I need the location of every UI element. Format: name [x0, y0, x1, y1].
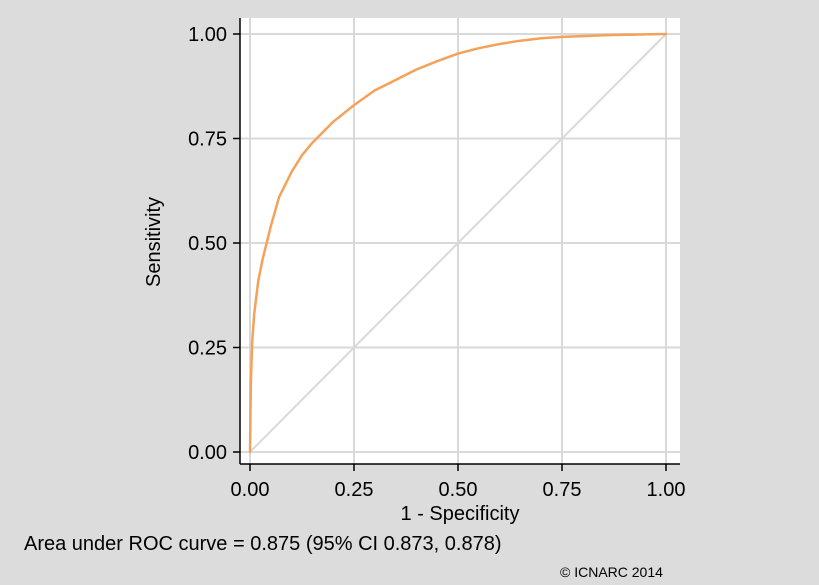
copyright-text: © ICNARC 2014	[560, 564, 663, 580]
y-axis-title: Sensitivity	[143, 197, 165, 287]
reference-diagonal-line	[249, 33, 667, 453]
x-tick-label: 0.50	[439, 479, 478, 501]
y-tick-label: 0.00	[188, 442, 227, 464]
y-tick-label: 0.75	[188, 129, 227, 151]
y-tick-label: 0.50	[188, 233, 227, 255]
x-axis-title: 1 - Specificity	[401, 503, 520, 525]
roc-curve-line	[248, 32, 668, 454]
x-tick-label: 0.75	[543, 479, 582, 501]
ticks: 0.00 0.25 0.50 0.75 1.00 0.00 0.25 0.50 0.75 1.00	[188, 24, 685, 501]
x-tick-label: 0.25	[335, 479, 374, 501]
x-tick-label: 0.00	[231, 479, 270, 501]
x-tick-label: 1.00	[647, 479, 686, 501]
axes	[239, 18, 680, 465]
auc-annotation: Area under ROC curve = 0.875 (95% CI 0.8…	[24, 533, 502, 555]
y-tick-label: 0.25	[188, 338, 227, 360]
series-layer	[248, 32, 668, 454]
y-tick-label: 1.00	[188, 24, 227, 46]
